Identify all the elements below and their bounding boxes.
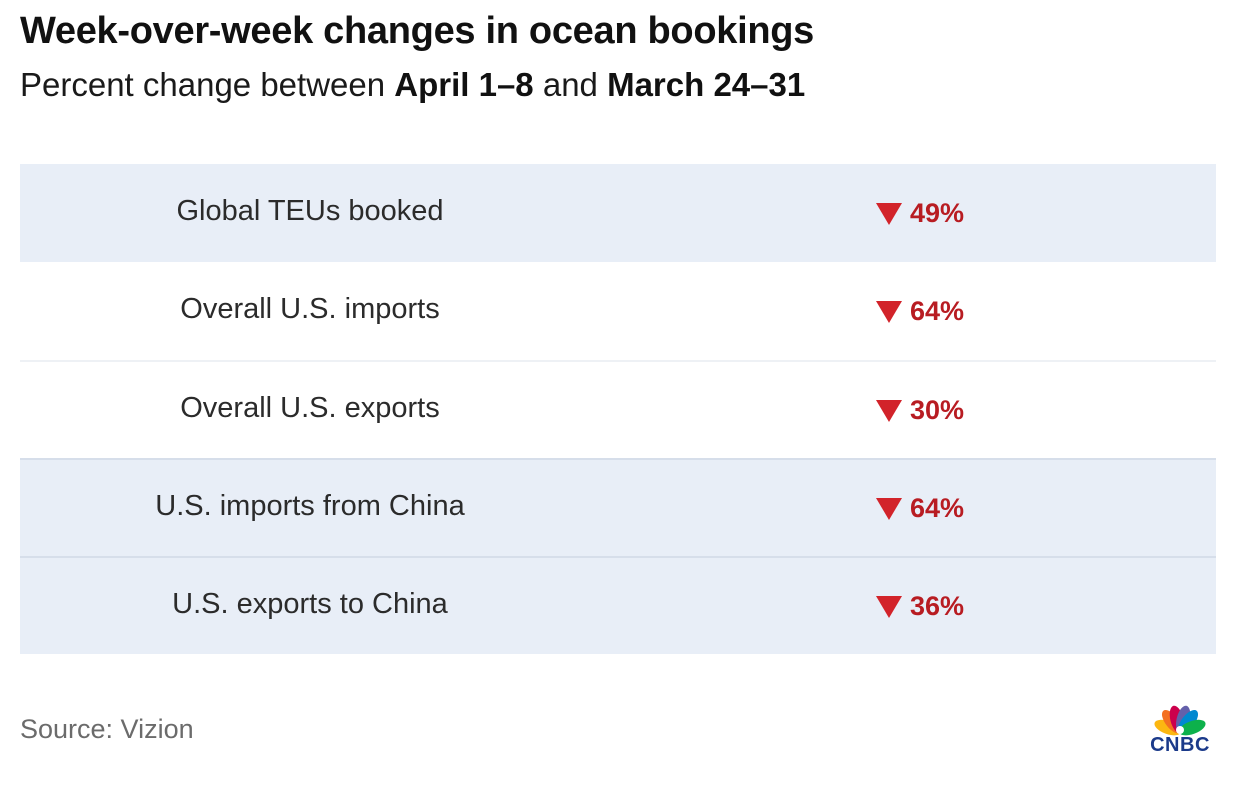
table-row: U.S. imports from China 64% [20,458,1216,556]
subtitle-period-2: March 24–31 [607,66,806,103]
subtitle-text-2: and [533,66,608,103]
table-row: Overall U.S. imports 64% [20,262,1216,360]
cnbc-logo-text: CNBC [1150,734,1210,756]
row-value: 64% [876,460,964,556]
subtitle-period-1: April 1–8 [394,66,534,103]
row-value: 64% [876,262,964,360]
row-value-text: 30% [910,394,965,425]
row-value: 36% [876,558,964,654]
row-value: 30% [876,362,964,458]
row-value-text: 49% [910,197,965,228]
row-label: Global TEUs booked [176,194,444,227]
row-label: U.S. imports from China [155,489,465,522]
chart-title: Week-over-week changes in ocean bookings [20,10,814,52]
peacock-body [1176,726,1184,734]
peacock-feather [1178,719,1206,736]
table-row: U.S. exports to China 36% [20,556,1216,654]
table-row: Overall U.S. exports 30% [20,360,1216,458]
table-row: Global TEUs booked 49% [20,164,1216,262]
row-label: U.S. exports to China [172,587,448,620]
down-arrow-icon [876,301,902,323]
chart-subtitle: Percent change between April 1–8 and Mar… [20,66,805,104]
row-value-text: 64% [910,492,965,523]
subtitle-text-1: Percent change between [20,66,395,103]
row-label: Overall U.S. imports [180,292,440,325]
source-note: Source: Vizion [20,714,194,744]
down-arrow-icon [876,400,902,422]
down-arrow-icon [876,203,902,225]
cnbc-peacock-icon [1154,705,1206,736]
row-label: Overall U.S. exports [180,391,440,424]
bookings-table: Global TEUs booked 49% Overall U.S. impo… [20,164,1216,654]
row-value-text: 64% [910,295,965,326]
row-value-text: 36% [910,590,965,621]
down-arrow-icon [876,498,902,520]
down-arrow-icon [876,596,902,618]
row-value: 49% [876,164,964,262]
